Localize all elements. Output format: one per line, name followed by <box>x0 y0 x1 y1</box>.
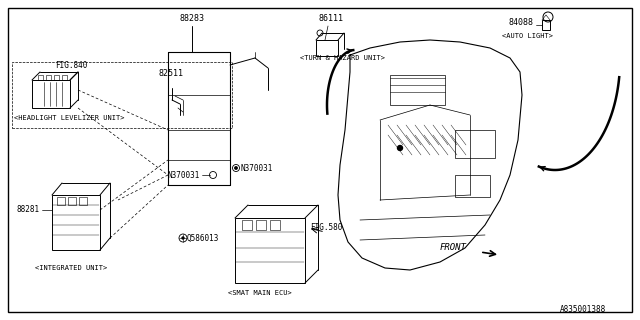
Bar <box>455 130 495 158</box>
Text: 82511: 82511 <box>158 68 183 77</box>
Text: FRONT: FRONT <box>440 244 467 252</box>
Bar <box>455 175 490 197</box>
Text: Q586013: Q586013 <box>187 234 220 243</box>
Bar <box>12 62 232 128</box>
Bar <box>256 220 266 230</box>
Bar <box>54 75 59 80</box>
Bar <box>62 75 67 80</box>
Text: <HEADLIGHT LEVELIZER UNIT>: <HEADLIGHT LEVELIZER UNIT> <box>14 115 125 121</box>
Bar <box>57 197 65 205</box>
Text: FIG.580: FIG.580 <box>310 223 342 233</box>
Text: FIG.840: FIG.840 <box>55 60 88 69</box>
Bar <box>46 75 51 80</box>
Text: 84088: 84088 <box>508 18 533 27</box>
Bar <box>270 220 280 230</box>
Text: N370031: N370031 <box>168 171 200 180</box>
Bar <box>390 75 445 105</box>
Bar <box>242 220 252 230</box>
Bar <box>38 75 43 80</box>
Text: <SMAT MAIN ECU>: <SMAT MAIN ECU> <box>228 290 292 296</box>
Text: 88283: 88283 <box>179 13 205 22</box>
Bar <box>32 80 70 108</box>
Text: 86111: 86111 <box>318 13 343 22</box>
Text: A835001388: A835001388 <box>560 306 606 315</box>
Bar <box>235 218 305 283</box>
Text: <INTEGRATED UNIT>: <INTEGRATED UNIT> <box>35 265 108 271</box>
Bar <box>316 40 338 56</box>
Circle shape <box>182 237 184 239</box>
Text: <TURN & HAZARD UNIT>: <TURN & HAZARD UNIT> <box>300 55 385 61</box>
Circle shape <box>235 167 237 169</box>
Text: <AUTO LIGHT>: <AUTO LIGHT> <box>502 33 553 39</box>
Bar <box>542 20 550 30</box>
Text: 88281: 88281 <box>17 205 40 214</box>
Bar <box>68 197 76 205</box>
Text: N370031: N370031 <box>240 164 273 172</box>
Bar <box>79 197 87 205</box>
Circle shape <box>397 146 403 150</box>
Bar <box>52 195 100 250</box>
